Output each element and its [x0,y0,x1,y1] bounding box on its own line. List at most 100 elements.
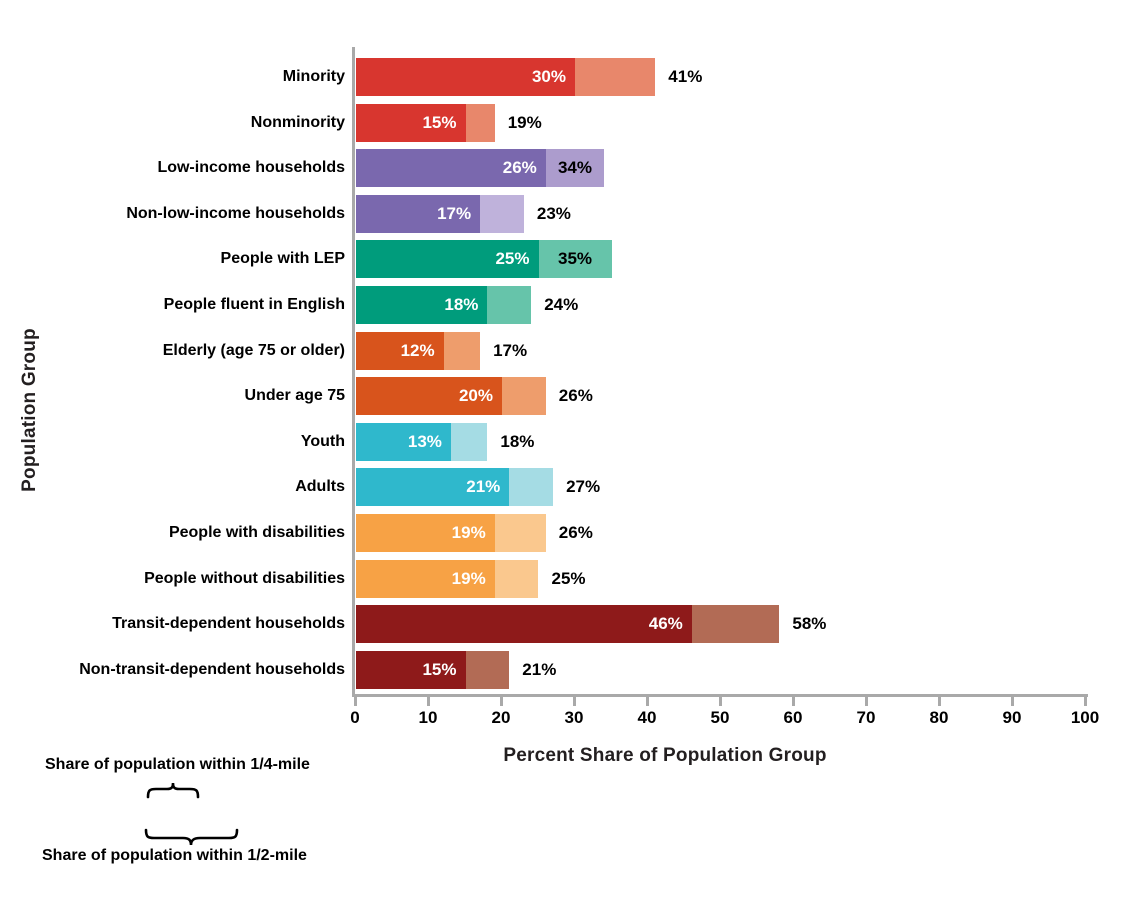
quarter-mile-value-label: 15% [422,659,457,679]
quarter-mile-bar-segment: 15% [356,650,466,689]
legend-quarter-mile-label: Share of population within 1/4-mile [45,756,310,773]
half-mile-bar-segment [509,468,554,507]
half-mile-bar-segment [691,605,780,644]
bar-track: 15% 19% [356,103,1139,142]
half-mile-value-label: 27% [566,477,601,497]
category-label: Adults [295,478,345,496]
bar-row: Elderly (age 75 or older) 12% 17% [0,328,1139,374]
x-axis-tick-label: 30 [564,708,584,727]
quarter-mile-value-label: 12% [400,340,435,360]
category-label: People with disabilities [168,524,345,542]
half-mile-value-label: 18% [500,431,535,451]
category-label: Low-income households [157,159,345,177]
x-axis-tick [864,697,868,706]
legend-quarter-mile-swatch [148,799,198,826]
quarter-mile-value-label: 13% [407,431,442,451]
quarter-mile-value-label: 18% [444,295,479,315]
quarter-mile-bar-segment: 20% [356,377,502,416]
category-label: Nonminority [250,113,345,131]
category-label: Under age 75 [244,387,345,405]
quarter-mile-value-label: 20% [458,386,493,406]
category-label: People with LEP [220,250,345,268]
bar-row: Adults 21% 27% [0,465,1139,511]
half-mile-bar-segment [538,240,612,279]
quarter-mile-bar-segment: 19% [356,559,495,598]
quarter-mile-value-label: 30% [531,67,566,87]
quarter-mile-bar-segment: 46% [356,605,692,644]
category-label: People fluent in English [163,296,345,314]
x-axis-tick-label: 60 [783,708,803,727]
quarter-mile-bar-segment: 17% [356,194,481,233]
x-axis-title: Percent Share of Population Group [503,745,827,766]
half-mile-value-label: 41% [668,67,703,87]
half-mile-value-label: 25% [551,568,586,588]
bar-track: 25% 35% [356,240,1139,279]
bar-track: 19% 25% [356,559,1139,598]
half-mile-value-label: 35% [557,249,593,269]
bar-row: Minority 30% 41% [0,54,1139,100]
x-axis-tick-label: 70 [856,708,876,727]
quarter-mile-bar-segment: 13% [356,422,451,461]
quarter-mile-value-label: 19% [451,568,486,588]
bar-row: Low-income households 26% 34% [0,146,1139,192]
x-axis-tick-label: 0 [350,708,360,727]
bar-track: 21% 27% [356,468,1139,507]
half-mile-value-label: 24% [544,295,579,315]
x-axis-tick-label: 90 [1002,708,1022,727]
bar-track: 20% 26% [356,377,1139,416]
half-mile-bar-segment [487,286,532,325]
quarter-mile-value-label: 19% [451,523,486,543]
bar-row: People with LEP 25% 35% [0,237,1139,283]
quarter-mile-value-label: 25% [495,249,530,269]
bar-track: 19% 26% [356,514,1139,553]
half-mile-bar-segment [494,514,546,553]
half-mile-value-label: 23% [536,203,571,223]
category-label: Non-low-income households [126,204,345,222]
x-axis-tick-label: 40 [637,708,657,727]
half-mile-bar-segment [443,331,481,370]
bar-row: Non-low-income households 17% 23% [0,191,1139,237]
category-label: People without disabilities [144,569,345,587]
half-mile-value-label: 17% [493,340,528,360]
bar-track: 18% 24% [356,286,1139,325]
quarter-mile-bar-segment: 21% [356,468,510,507]
category-label: Elderly (age 75 or older) [162,341,345,359]
category-label: Transit-dependent households [112,615,345,633]
bar-row: People without disabilities 19% 25% [0,556,1139,602]
half-mile-value-label: 34% [557,158,592,178]
x-axis-tick [572,697,576,706]
bar-row: People fluent in English 18% 24% [0,282,1139,328]
bar-track: 26% 34% [356,149,1139,188]
x-axis-tick [718,697,722,706]
x-axis-tick [645,697,649,706]
quarter-mile-value-label: 17% [437,203,472,223]
half-mile-bar-segment [465,103,495,142]
x-axis-tick-label: 20 [491,708,511,727]
x-axis-tick [937,697,941,706]
x-axis-line [352,694,1088,697]
half-mile-value-label: 26% [558,386,593,406]
quarter-mile-bar-segment: 30% [356,58,575,97]
quarter-mile-bar-segment: 25% [356,240,539,279]
legend-half-mile-label: Share of population within 1/2-mile [42,847,307,864]
half-mile-bar-segment [575,58,656,97]
half-mile-value-label: 58% [792,614,827,634]
bar-row: Non-transit-dependent households 15% 21% [0,647,1139,693]
quarter-mile-value-label: 15% [422,112,457,132]
quarter-mile-bar-segment: 12% [356,331,444,370]
bar-track: 15% 21% [356,650,1139,689]
half-mile-brace-icon [144,828,239,846]
bar-row: Youth 13% 18% [0,419,1139,465]
x-axis-tick [791,697,795,706]
bar-row: Transit-dependent households 46% 58% [0,602,1139,648]
half-mile-value-label: 19% [507,112,542,132]
bar-row: Under age 75 20% 26% [0,374,1139,420]
bar-track: 17% 23% [356,194,1139,233]
half-mile-value-label: 21% [522,659,557,679]
half-mile-bar-segment [545,149,605,188]
x-axis-tick-label: 80 [929,708,949,727]
half-mile-bar-segment [502,377,546,416]
half-mile-bar-segment [450,422,488,461]
x-axis-tick [499,697,503,706]
